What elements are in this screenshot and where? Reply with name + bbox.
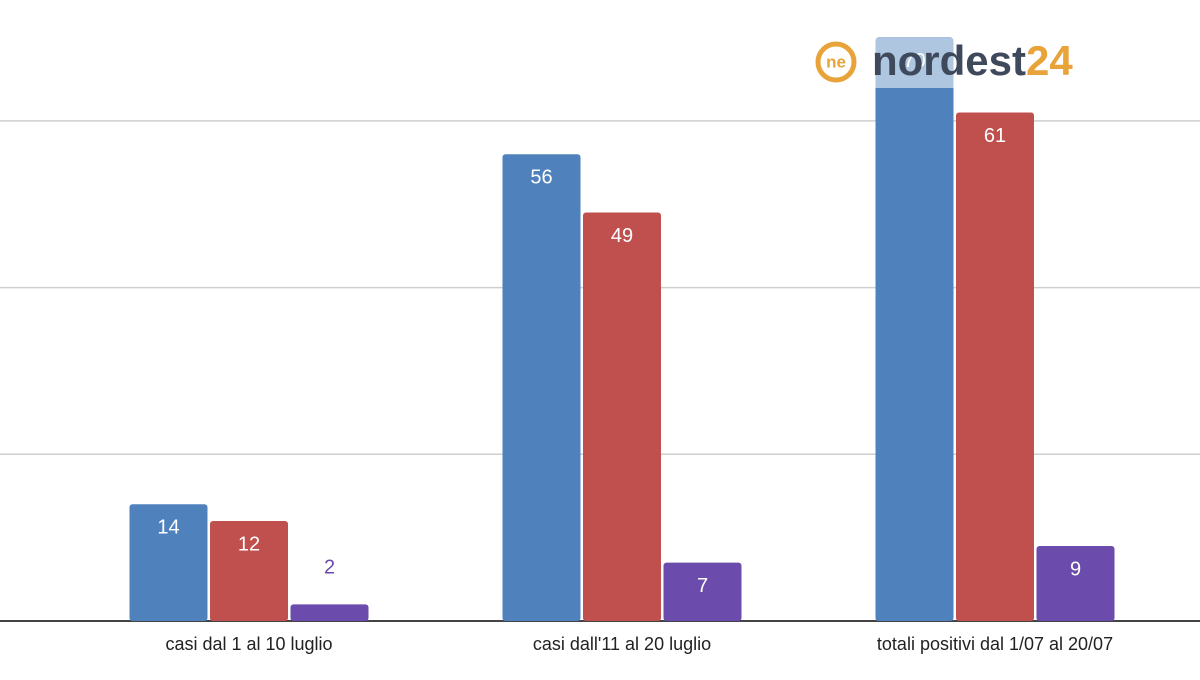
watermark-logo: ne nordest24: [815, 37, 1073, 88]
watermark-prefix: nordest: [872, 37, 1026, 84]
value-label: 7: [697, 575, 708, 597]
bar: [502, 154, 581, 621]
bar: [210, 520, 288, 621]
watermark-icon-text: ne: [826, 52, 846, 71]
value-label: 56: [530, 166, 552, 188]
value-label: 14: [157, 517, 179, 539]
bar: [663, 562, 742, 621]
x-tick-label: casi dal 1 al 10 luglio: [165, 634, 332, 654]
bar: [956, 112, 1034, 621]
bar: [583, 212, 661, 621]
x-tick-label: totali positivi dal 1/07 al 20/07: [877, 634, 1113, 654]
bar: [129, 504, 208, 621]
value-label: 49: [611, 225, 633, 247]
bar: [875, 37, 954, 621]
value-label: 9: [1070, 558, 1081, 580]
watermark-icon: [815, 41, 857, 83]
value-label: 2: [324, 557, 335, 579]
watermark-text: nordest24: [872, 37, 1073, 84]
value-label: 61: [984, 125, 1006, 147]
bar: [1036, 545, 1115, 621]
watermark-suffix: 24: [1026, 37, 1073, 84]
bar: [290, 604, 369, 621]
value-label: 12: [238, 533, 260, 555]
watermark-backdrop: [870, 38, 960, 88]
x-tick-label: casi dall'11 al 20 luglio: [533, 634, 711, 654]
